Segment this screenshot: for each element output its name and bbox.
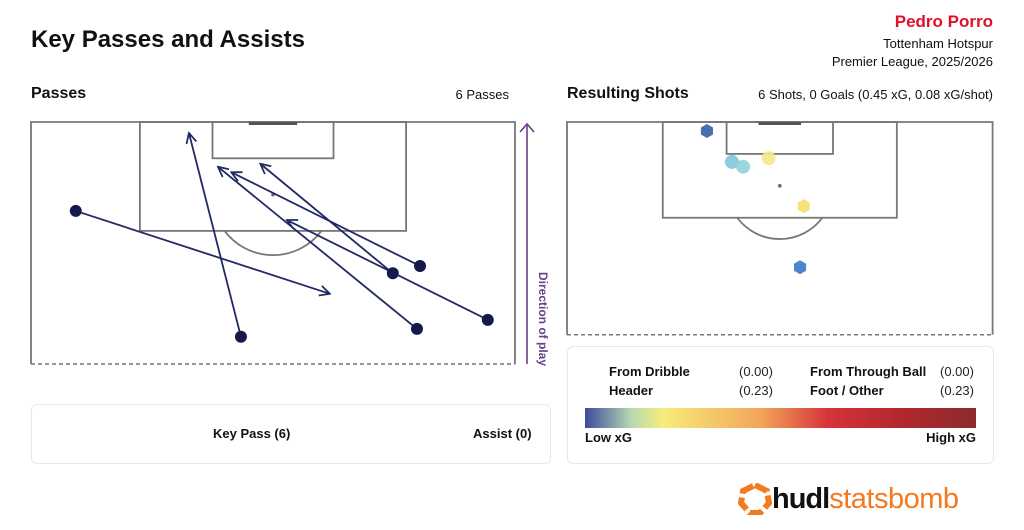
pass-start-dot [69, 204, 82, 217]
player-name: Pedro Porro [894, 12, 993, 31]
pass-start-dot [481, 313, 494, 326]
pass-start-dot [414, 259, 427, 272]
passes-pitch-six-yard-box [211, 121, 335, 160]
legend-label-header: Header [609, 383, 654, 398]
passes-pitch-goal [248, 122, 298, 125]
shots-summary: 6 Shots, 0 Goals (0.45 xG, 0.08 xG/shot) [758, 87, 993, 102]
passes-pitch-penalty-arc [223, 230, 323, 256]
legend-label-dribble: From Dribble [609, 364, 690, 379]
team-name: Tottenham Hotspur [883, 36, 993, 51]
legend-value-foot: (0.23) [940, 383, 974, 398]
shot-foot-marker [797, 199, 810, 214]
key-pass-legend-label: Key Pass (6) [213, 426, 291, 441]
pass-start-dot [410, 322, 423, 335]
pass-legend [31, 404, 551, 464]
direction-arrowhead-icon [519, 122, 535, 133]
legend-value-through-ball: (0.00) [940, 364, 974, 379]
direction-of-play-label: Direction of play [536, 272, 550, 367]
shots-title: Resulting Shots [567, 85, 689, 102]
pass-line [75, 210, 330, 294]
logo-hudl: hudl [772, 482, 830, 515]
shots-pitch-penalty-box [661, 121, 898, 219]
pass-line [189, 133, 242, 337]
passes-pitch-penalty-box [138, 121, 408, 232]
shots-pitch-goal [758, 122, 802, 125]
shot-header-marker [761, 151, 776, 166]
shots-pitch-six-yard-box [725, 121, 834, 155]
pass-start-dot [386, 267, 399, 280]
statsbomb-logo-icon [738, 483, 772, 515]
shot-foot-marker [700, 124, 713, 138]
passes-count: 6 Passes [455, 87, 509, 102]
shot-legend [567, 346, 994, 464]
legend-value-header: (0.23) [739, 383, 773, 398]
pass-start-dot [234, 330, 247, 343]
shots-pitch-penalty-arc [736, 217, 824, 240]
assist-legend-label: Assist (0) [473, 426, 532, 441]
shot-header-marker [724, 154, 739, 169]
pass-line [231, 172, 421, 267]
pass-line [287, 220, 489, 321]
high-xg-label: High xG [926, 430, 976, 445]
legend-label-foot: Foot / Other [810, 383, 884, 398]
pass-line [218, 167, 418, 330]
shot-header-marker [736, 159, 751, 174]
passes-title: Passes [31, 85, 87, 102]
logo-statsbomb: statsbomb [829, 482, 959, 515]
page-title: Key Passes and Assists [31, 26, 305, 53]
low-xg-label: Low xG [585, 430, 632, 445]
legend-label-through-ball: From Through Ball [810, 364, 927, 379]
shot-foot-marker [794, 260, 807, 275]
competition: Premier League, 2025/2026 [831, 54, 993, 69]
hudl-statsbomb-logo: hudl statsbomb [738, 481, 959, 517]
legend-value-dribble: (0.00) [739, 364, 773, 379]
xg-color-scale [585, 408, 976, 428]
shots-pitch-penalty-spot [778, 184, 782, 188]
pass-line [260, 164, 394, 274]
